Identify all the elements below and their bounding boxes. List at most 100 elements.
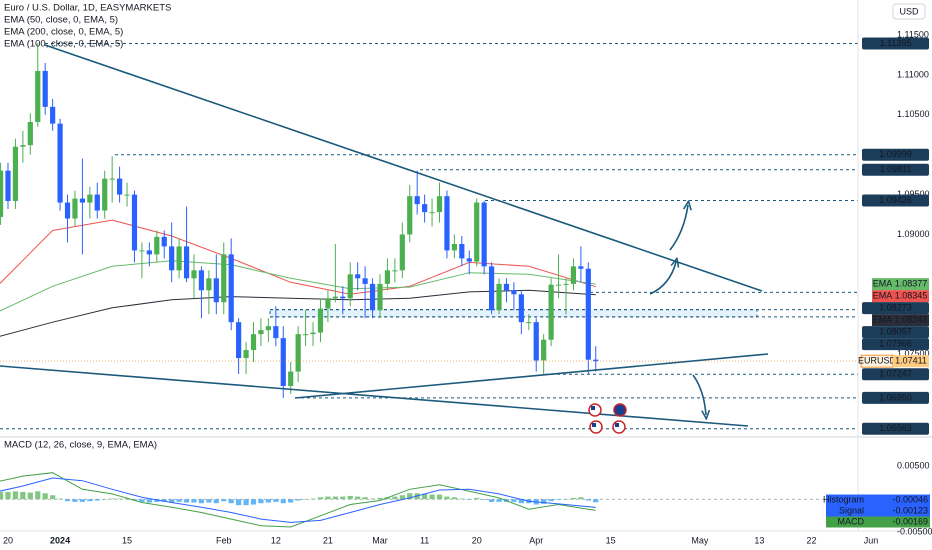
candle-body (198, 270, 205, 291)
candle-body (347, 274, 353, 299)
ema-tag: EMA (873, 315, 893, 325)
currency-label: USD (899, 6, 919, 16)
candle-body (563, 283, 569, 285)
histogram-bar (243, 499, 249, 506)
macd-value: -0.00123 (892, 505, 928, 515)
x-tick-label: 21 (323, 535, 333, 545)
histogram-bar (183, 499, 190, 503)
histogram-bar (511, 499, 517, 502)
histogram-bar (273, 499, 279, 502)
histogram-bar (42, 493, 48, 500)
candle-body (131, 194, 138, 251)
symbol-tag: EURUSD (858, 356, 897, 366)
candle-body (422, 204, 428, 213)
candle-body (94, 194, 100, 211)
last-price: 1.07411 (895, 356, 927, 366)
candle-body (265, 326, 271, 331)
candle-body (310, 332, 316, 335)
level-label-box (862, 368, 929, 381)
histogram-bar (258, 499, 264, 504)
candle-body (206, 278, 212, 291)
x-tick-label: 15 (122, 535, 132, 545)
flag (591, 406, 595, 410)
drawings (0, 44, 769, 427)
level-label-box (862, 391, 929, 404)
candle-body (27, 122, 33, 146)
histogram-bar (27, 492, 33, 500)
histogram-bar (191, 499, 197, 503)
candle-body (511, 290, 517, 295)
histogram-bar (399, 495, 405, 500)
candle-body (466, 258, 472, 262)
histogram-bar (5, 491, 11, 500)
ema-value: 1.08243 (895, 315, 928, 325)
legend-entry: EMA (50, close, 0, EMA, 5) (4, 15, 118, 26)
x-tick-label: 11 (420, 535, 429, 545)
candle-body (332, 296, 338, 299)
macd-value: -0.00046 (892, 494, 928, 504)
histogram-bar (369, 498, 376, 500)
histogram-bar (555, 499, 562, 500)
histogram-bar (563, 499, 569, 500)
histogram-bar (474, 497, 480, 500)
level-label-box (862, 302, 929, 315)
legend: Euro / U.S. Dollar, 1D, EASYMARKETS EMA … (4, 3, 171, 451)
candle-body (526, 322, 532, 324)
histogram-bar (407, 493, 413, 500)
candle-body (407, 196, 413, 235)
legend-entry: EMA (100, close, 0, EMA, 5) (4, 39, 123, 50)
signal-line (0, 477, 596, 523)
candle-body (87, 194, 93, 203)
candle-body (42, 70, 48, 107)
candle-body (169, 246, 175, 271)
histogram-bar (102, 499, 108, 500)
candle-body (161, 236, 167, 247)
candle-body (79, 198, 85, 203)
histogram-bar (578, 497, 584, 500)
histogram-bar (288, 499, 294, 503)
candle-body (116, 178, 123, 195)
macd-value-box (866, 516, 930, 528)
histogram-bar (64, 499, 71, 502)
histogram-bar (317, 497, 324, 500)
candle-body (355, 274, 361, 279)
event-icon[interactable] (613, 403, 627, 417)
histogram-bar (518, 499, 524, 504)
histogram-bar (593, 499, 599, 503)
candle-body (64, 202, 71, 219)
histogram-bar (206, 499, 212, 503)
candle-body (228, 254, 234, 323)
candle-body (518, 294, 524, 323)
arrow-up (669, 205, 688, 251)
candle-body (258, 330, 264, 335)
event-icons (588, 403, 627, 434)
candle-body (362, 278, 368, 284)
candle-body (5, 170, 11, 201)
y-tick-label: 1.09000 (897, 229, 930, 239)
histogram-bar (459, 498, 465, 500)
level-label: 1.06563 (879, 423, 912, 433)
candle-body (191, 270, 197, 279)
histogram-bar (228, 499, 234, 504)
candle-body (50, 106, 56, 124)
histogram-bar (340, 496, 346, 500)
histogram-bar (541, 499, 547, 504)
macd-tick-label: 0.00500 (897, 461, 930, 471)
candle-body (280, 338, 286, 386)
histogram-bar (109, 498, 115, 500)
histogram-bar (488, 499, 495, 502)
macd-value-box (866, 505, 930, 517)
candle-body (593, 359, 599, 362)
candle-body (496, 283, 502, 311)
level-label: 1.09999 (879, 149, 912, 159)
histogram-bar (355, 496, 361, 500)
x-tick-label: May (691, 535, 709, 545)
last-price-box (893, 355, 929, 368)
histogram-bar (325, 496, 331, 500)
level-label-box (862, 422, 929, 435)
currency-button[interactable] (892, 3, 926, 20)
candle-body (570, 266, 577, 284)
histogram-bar (302, 499, 309, 500)
